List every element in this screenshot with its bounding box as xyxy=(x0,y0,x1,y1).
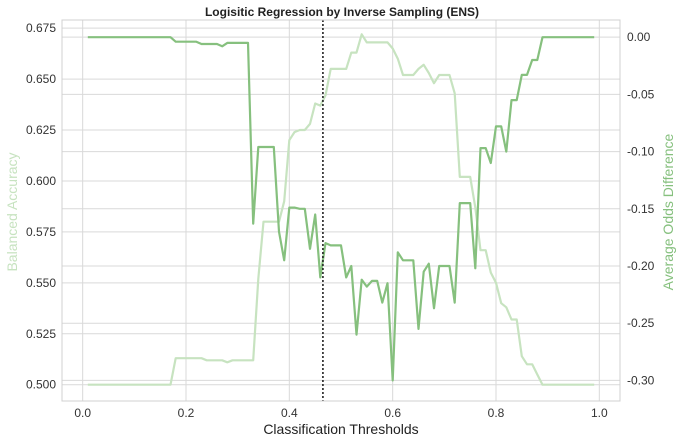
y-right-tick-label: -0.30 xyxy=(627,373,655,387)
y-left-tick-label: 0.525 xyxy=(26,327,56,341)
y-right-axis-label: Average Odds Difference xyxy=(660,133,676,290)
plot-frame xyxy=(61,19,621,402)
x-tick-label: 0.4 xyxy=(281,406,298,420)
y-right-tick-label: -0.25 xyxy=(627,316,655,330)
series-layer xyxy=(87,33,595,386)
x-tick-label: 0.2 xyxy=(178,406,195,420)
y-left-tick-label: 0.625 xyxy=(26,123,56,137)
y-right-tick-labels: 0.00 -0.05 -0.10 -0.15 -0.20 -0.25 -0.30 xyxy=(627,30,655,387)
balanced-accuracy-line xyxy=(87,33,595,386)
x-tick-label: 0.8 xyxy=(488,406,505,420)
average-odds-difference-line xyxy=(87,36,595,382)
y-right-tick-label: -0.10 xyxy=(627,145,655,159)
y-left-tick-label: 0.500 xyxy=(26,378,56,392)
x-axis-label: Classification Thresholds xyxy=(263,421,418,437)
y-left-tick-label: 0.675 xyxy=(26,21,56,35)
y-right-tick-label: -0.15 xyxy=(627,202,655,216)
y-right-tick-label: 0.00 xyxy=(627,30,651,44)
grid xyxy=(62,20,620,401)
y-left-axis-label: Balanced Accuracy xyxy=(4,152,20,271)
x-tick-labels: 0.0 0.2 0.4 0.6 0.8 1.0 xyxy=(74,406,608,420)
y-right-tick-label: -0.05 xyxy=(627,87,655,101)
x-tick-label: 0.0 xyxy=(74,406,91,420)
chart-title: Logisitic Regression by Inverse Sampling… xyxy=(205,5,479,19)
x-tick-label: 0.6 xyxy=(384,406,401,420)
y-left-tick-label: 0.600 xyxy=(26,174,56,188)
y-left-tick-label: 0.575 xyxy=(26,225,56,239)
x-tick-label: 1.0 xyxy=(591,406,608,420)
y-right-tick-label: -0.20 xyxy=(627,259,655,273)
y-left-tick-label: 0.650 xyxy=(26,72,56,86)
y-left-tick-labels: 0.500 0.525 0.550 0.575 0.600 0.625 0.650 0.675 xyxy=(26,21,56,392)
y-left-tick-label: 0.550 xyxy=(26,276,56,290)
